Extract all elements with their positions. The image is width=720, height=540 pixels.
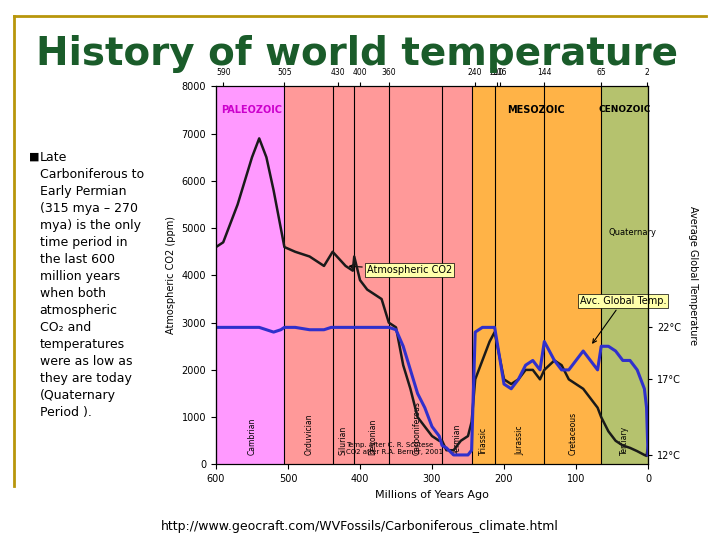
Bar <box>284 86 472 464</box>
Text: http://www.geocraft.com/WVFossils/Carboniferous_climate.html: http://www.geocraft.com/WVFossils/Carbon… <box>161 520 559 533</box>
Bar <box>601 86 648 464</box>
Text: ■: ■ <box>29 151 40 161</box>
Text: Permian: Permian <box>453 423 462 455</box>
Text: Avc. Global Temp.: Avc. Global Temp. <box>580 296 666 343</box>
Text: Cambrian: Cambrian <box>248 417 256 455</box>
Text: Tertiary: Tertiary <box>621 426 629 455</box>
Text: Temp. after C. R. Scotese
CO2 after R.A. Berner, 2001: Temp. after C. R. Scotese CO2 after R.A.… <box>346 442 443 455</box>
Text: CENOZOIC: CENOZOIC <box>599 105 651 114</box>
Y-axis label: Atmospheric CO2 (ppm): Atmospheric CO2 (ppm) <box>166 217 176 334</box>
Text: Carboniferous: Carboniferous <box>413 401 422 455</box>
Text: MESOZOIC: MESOZOIC <box>508 105 565 116</box>
Text: Late
Carboniferous to
Early Permian
(315 mya – 270
mya) is the only
time period : Late Carboniferous to Early Permian (315… <box>40 151 144 419</box>
Text: Atmospheric CO2: Atmospheric CO2 <box>350 265 452 275</box>
Y-axis label: Average Global Temperature: Average Global Temperature <box>688 206 698 345</box>
Text: Cretaceous: Cretaceous <box>569 412 577 455</box>
Bar <box>472 86 601 464</box>
Text: Orduvician: Orduvician <box>305 414 314 455</box>
Bar <box>216 86 284 464</box>
Text: Silurian: Silurian <box>339 426 348 455</box>
Text: PALEOZOIC: PALEOZOIC <box>222 105 282 116</box>
Text: Quaternary: Quaternary <box>608 228 656 238</box>
X-axis label: Millions of Years Ago: Millions of Years Ago <box>375 490 489 500</box>
Text: Devonian: Devonian <box>369 418 377 455</box>
Text: History of world temperature: History of world temperature <box>36 35 678 73</box>
Text: Jurassic: Jurassic <box>516 426 524 455</box>
Text: Triassic: Triassic <box>480 427 488 455</box>
